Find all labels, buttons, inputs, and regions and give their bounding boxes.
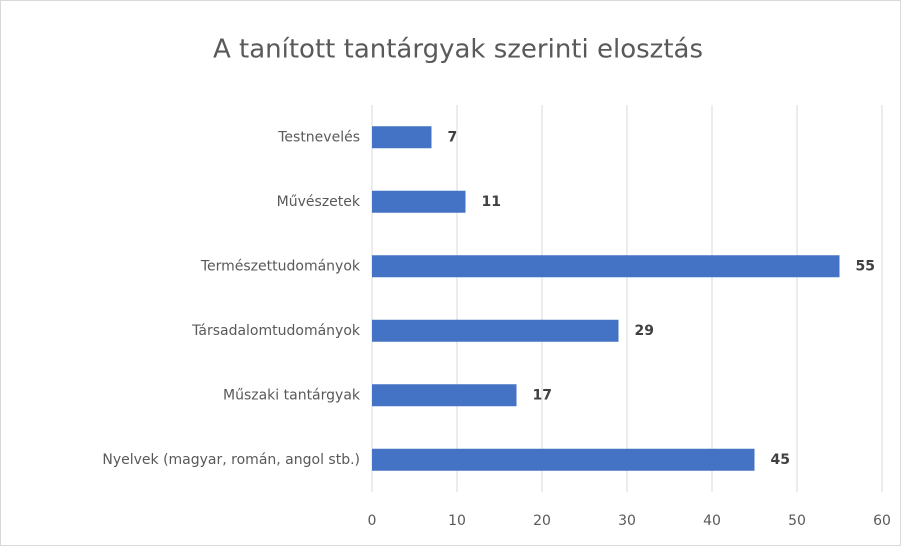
data-label: 7 [448,129,458,145]
y-tick-label: Természettudományok [200,258,361,274]
y-tick-label: Testnevelés [277,129,360,145]
x-tick-label: 20 [533,513,551,529]
bar [372,319,619,342]
bar [372,255,840,278]
y-tick-label: Műszaki tantárgyak [223,387,361,403]
data-label: 55 [856,258,875,274]
x-tick-label: 30 [618,513,636,529]
bar [372,448,755,471]
bar [372,190,466,213]
bar [372,384,517,407]
x-tick-label: 60 [873,513,891,529]
data-label: 17 [533,387,552,403]
x-tick-label: 40 [703,513,721,529]
y-tick-label: Művészetek [277,194,361,210]
y-tick-label: Nyelvek (magyar, román, angol stb.) [102,452,360,468]
chart-title: A tanított tantárgyak szerinti elosztás [213,35,703,65]
data-label: 45 [771,452,790,468]
data-label: 11 [482,194,501,210]
bar [372,126,432,149]
data-label: 29 [635,323,654,339]
x-tick-label: 0 [368,513,377,529]
y-tick-label: Társadalomtudományok [191,323,361,339]
x-tick-label: 50 [788,513,806,529]
x-tick-label: 10 [448,513,466,529]
